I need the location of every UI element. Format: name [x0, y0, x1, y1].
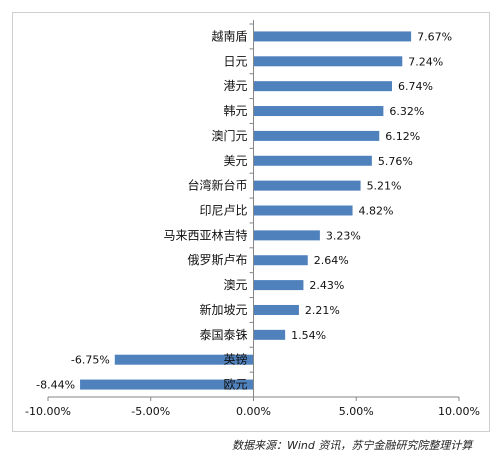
category-label: 台湾新台币 — [187, 178, 247, 193]
category-label: 越南盾 — [211, 28, 247, 43]
value-label: -8.44% — [36, 379, 75, 392]
source-note: 数据来源：Wind 资讯，苏宁金融研究院整理计算 — [232, 439, 473, 452]
bar — [253, 155, 372, 166]
bar — [253, 31, 412, 42]
category-label: 美元 — [223, 154, 247, 168]
category-label: 俄罗斯卢布 — [187, 252, 247, 267]
bars-group — [80, 31, 412, 390]
value-label: 7.24% — [408, 55, 443, 68]
value-label: 6.12% — [385, 130, 420, 143]
x-tick-label: 5.00% — [339, 405, 374, 418]
value-label: 7.67% — [417, 30, 452, 43]
value-label: 2.43% — [309, 279, 344, 292]
chart-frame: 越南盾日元港元韩元澳门元美元台湾新台币印尼卢比马来西亚林吉特俄罗斯卢布澳元新加坡… — [12, 12, 490, 432]
category-label: 韩元 — [223, 103, 247, 118]
value-label: -6.75% — [71, 354, 110, 367]
value-label: 5.76% — [378, 155, 413, 168]
value-label: 5.21% — [367, 180, 402, 193]
x-tick-label: 10.00% — [438, 405, 480, 418]
bar — [253, 304, 299, 315]
bar — [253, 230, 320, 241]
bar — [80, 379, 254, 390]
category-label: 马来西亚林吉特 — [163, 227, 247, 242]
x-tick-label: -5.00% — [131, 405, 170, 418]
value-label: 6.74% — [398, 80, 433, 93]
category-label: 泰国泰铢 — [199, 327, 247, 342]
category-label: 澳元 — [223, 278, 247, 292]
category-labels: 越南盾日元港元韩元澳门元美元台湾新台币印尼卢比马来西亚林吉特俄罗斯卢布澳元新加坡… — [163, 28, 247, 391]
bar — [253, 205, 353, 216]
category-label: 澳门元 — [211, 128, 247, 143]
value-label: 3.23% — [326, 229, 361, 242]
x-ticks: -10.00% -5.00% 0.00% 5.00% 10.00% — [25, 397, 480, 418]
x-tick-label: -10.00% — [25, 405, 71, 418]
category-label: 英镑 — [223, 352, 247, 367]
value-label: 6.32% — [389, 105, 424, 118]
x-tick-label: 0.00% — [236, 405, 271, 418]
value-label: 4.82% — [359, 205, 394, 218]
category-label: 欧元 — [223, 378, 247, 392]
bar — [253, 106, 384, 117]
value-label: 2.64% — [314, 254, 349, 267]
category-label: 港元 — [223, 79, 247, 93]
category-label: 日元 — [223, 54, 247, 68]
axes — [48, 20, 459, 398]
bar — [253, 81, 393, 92]
bar — [253, 56, 403, 67]
bar-chart: 越南盾日元港元韩元澳门元美元台湾新台币印尼卢比马来西亚林吉特俄罗斯卢布澳元新加坡… — [25, 20, 480, 418]
bar — [253, 280, 304, 291]
bar — [114, 354, 254, 365]
value-label: 2.21% — [305, 304, 340, 317]
category-label: 新加坡元 — [199, 302, 247, 317]
value-label: 1.54% — [291, 329, 326, 342]
bar — [253, 255, 308, 266]
value-labels: 7.67% 7.24% 6.74% 6.32% 6.12% 5.76% 5.21% 4.82%… — [36, 30, 452, 391]
category-label: 印尼卢比 — [199, 203, 247, 218]
bar — [253, 130, 380, 141]
bar — [253, 180, 361, 191]
bar — [253, 329, 286, 340]
